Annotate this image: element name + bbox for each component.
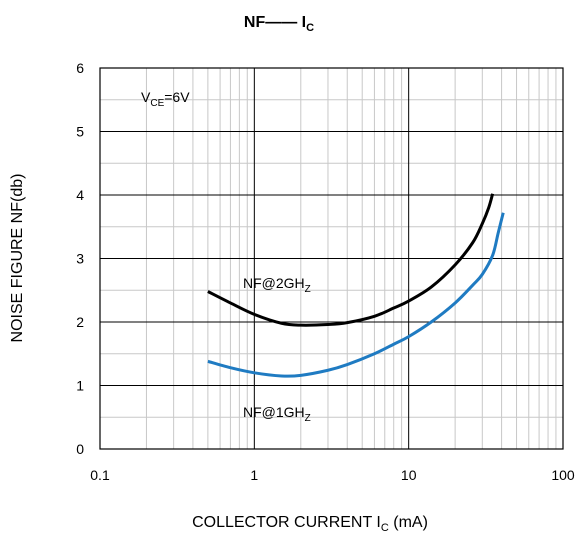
x-axis-label-sub: C — [381, 522, 389, 534]
y-axis-label: NOISE FIGURE NF(db) — [9, 174, 26, 343]
major-grid — [100, 68, 563, 449]
x-axis-label-main: COLLECTOR CURRENT I — [192, 514, 381, 531]
y-tick-label: 5 — [76, 124, 84, 140]
y-tick-label: 6 — [76, 60, 84, 76]
y-tick-label: 3 — [76, 251, 84, 267]
nf2-series-label: NF@2GHZ — [243, 275, 311, 295]
x-tick-labels: 0.1 1 10 100 — [90, 467, 575, 483]
series-layer — [207, 193, 505, 378]
y-tick-label: 0 — [76, 441, 84, 457]
chart-title: NF—— IC — [244, 14, 314, 34]
x-tick-label: 10 — [401, 467, 417, 483]
chart-title-sub: C — [306, 22, 314, 34]
y-tick-label: 2 — [76, 314, 84, 330]
x-tick-label: 0.1 — [90, 467, 110, 483]
y-tick-labels: 0 1 2 3 4 5 6 — [76, 60, 84, 457]
nf1-series-label: NF@1GHZ — [243, 404, 311, 424]
plot-frame — [99, 67, 564, 450]
vce-annotation: VCE=6V — [141, 89, 190, 109]
series-line-nf1 — [207, 212, 505, 378]
x-axis-label: COLLECTOR CURRENT IC (mA) — [192, 514, 428, 534]
y-tick-label: 1 — [76, 378, 84, 394]
x-axis-label-unit: (mA) — [389, 514, 428, 531]
y-tick-label: 4 — [76, 187, 84, 203]
x-tick-label: 1 — [250, 467, 258, 483]
chart-title-main: NF—— I — [244, 14, 306, 31]
series-line-nf2 — [207, 193, 495, 327]
x-tick-label: 100 — [551, 467, 575, 483]
